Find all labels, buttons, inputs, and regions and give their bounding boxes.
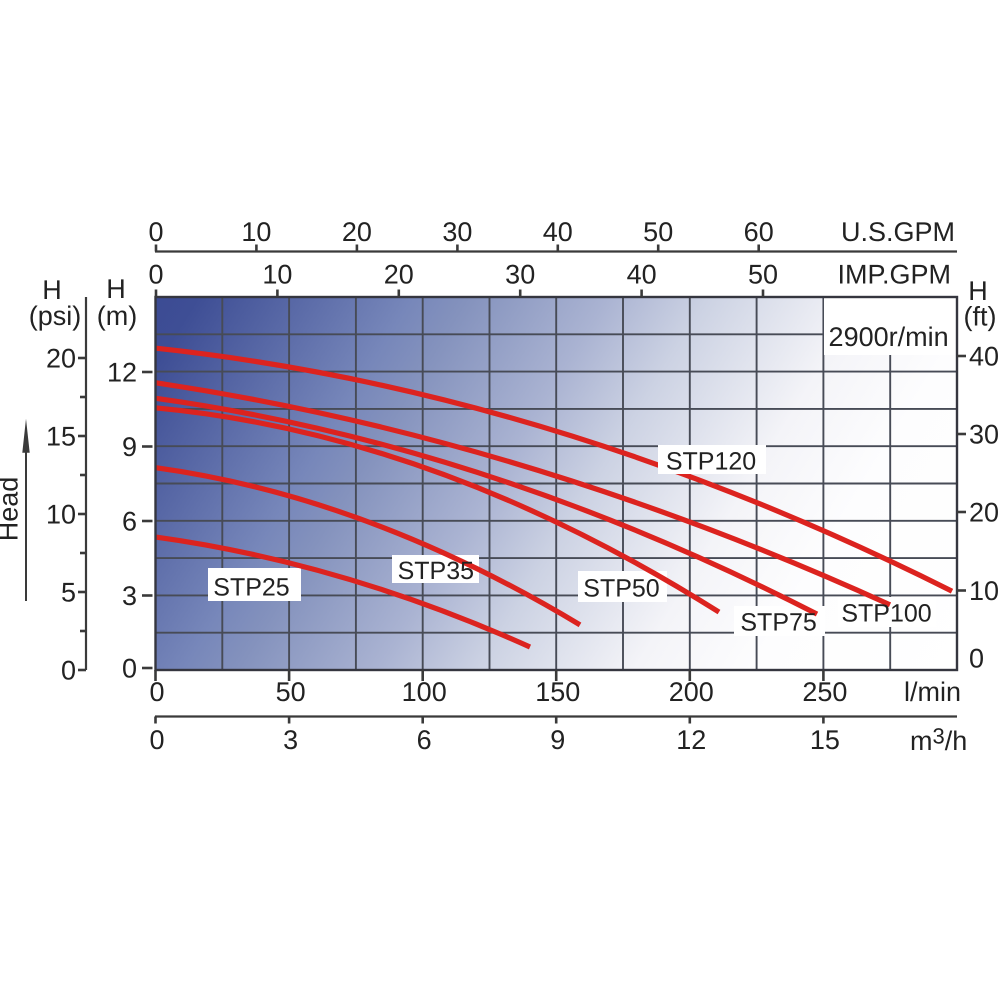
svg-text:0: 0	[122, 654, 137, 684]
svg-text:200: 200	[669, 677, 714, 707]
svg-text:60: 60	[744, 217, 774, 247]
svg-text:3: 3	[283, 725, 298, 755]
svg-text:IMP.GPM: IMP.GPM	[837, 260, 951, 290]
svg-text:STP35: STP35	[398, 557, 474, 585]
svg-text:l/min: l/min	[904, 677, 961, 707]
svg-text:0: 0	[148, 260, 163, 290]
svg-text:0: 0	[61, 656, 76, 686]
svg-text:(m): (m)	[97, 301, 137, 331]
svg-text:(psi): (psi)	[29, 301, 82, 331]
svg-text:6: 6	[122, 507, 137, 537]
svg-text:10: 10	[969, 576, 999, 606]
svg-text:5: 5	[61, 578, 76, 608]
svg-text:STP50: STP50	[583, 575, 659, 603]
svg-text:150: 150	[535, 677, 580, 707]
svg-text:0: 0	[969, 644, 984, 674]
svg-text:H: H	[42, 275, 62, 305]
svg-text:U.S.GPM: U.S.GPM	[841, 217, 955, 247]
svg-text:0: 0	[148, 217, 163, 247]
svg-text:Head: Head	[0, 477, 24, 542]
svg-text:3: 3	[122, 581, 137, 611]
svg-text:2900r/min: 2900r/min	[829, 322, 949, 352]
svg-text:15: 15	[810, 725, 840, 755]
svg-text:STP25: STP25	[213, 574, 289, 602]
svg-text:50: 50	[276, 677, 306, 707]
svg-text:9: 9	[550, 725, 565, 755]
svg-text:20: 20	[46, 344, 76, 374]
svg-text:STP120: STP120	[666, 448, 756, 476]
svg-text:50: 50	[643, 217, 673, 247]
svg-text:20: 20	[969, 498, 999, 528]
svg-text:12: 12	[676, 725, 706, 755]
svg-text:10: 10	[262, 260, 292, 290]
svg-text:STP100: STP100	[841, 600, 931, 628]
svg-text:STP75: STP75	[740, 609, 816, 637]
svg-text:0: 0	[149, 677, 164, 707]
svg-text:9: 9	[122, 432, 137, 462]
svg-text:12: 12	[107, 358, 137, 388]
svg-text:30: 30	[969, 420, 999, 450]
svg-text:20: 20	[384, 260, 414, 290]
svg-text:6: 6	[417, 725, 432, 755]
svg-text:H: H	[106, 274, 126, 304]
svg-text:10: 10	[241, 217, 271, 247]
svg-text:H: H	[968, 276, 988, 306]
svg-text:40: 40	[627, 260, 657, 290]
svg-text:20: 20	[342, 217, 372, 247]
svg-text:50: 50	[748, 260, 778, 290]
svg-text:100: 100	[402, 677, 447, 707]
svg-text:15: 15	[46, 422, 76, 452]
svg-text:30: 30	[442, 217, 472, 247]
svg-text:10: 10	[46, 500, 76, 530]
svg-text:(ft): (ft)	[964, 302, 997, 332]
svg-text:40: 40	[543, 217, 573, 247]
svg-text:250: 250	[802, 677, 847, 707]
svg-text:30: 30	[505, 260, 535, 290]
svg-text:0: 0	[149, 725, 164, 755]
svg-text:40: 40	[969, 342, 999, 372]
